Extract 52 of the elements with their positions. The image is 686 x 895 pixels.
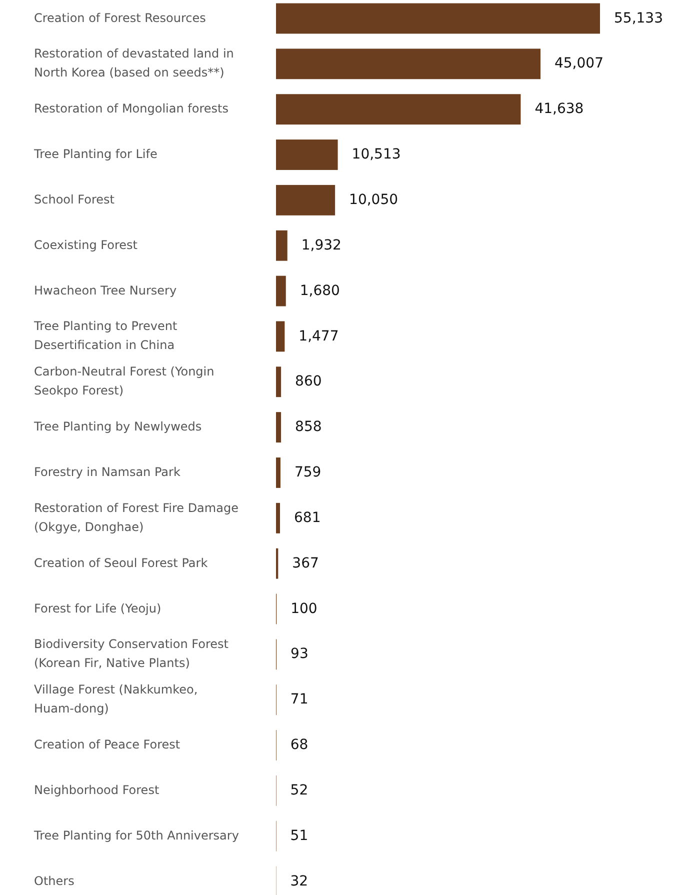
y-tick-label: Restoration of Mongolian forests [34, 102, 228, 116]
y-tick-label: Creation of Peace Forest [34, 738, 180, 752]
y-tick-label: Village Forest (Nakkumkeo, Huam-dong) [34, 682, 198, 716]
y-tick-label: Tree Planting to Prevent Desertification in China [33, 319, 178, 352]
data-label: 759 [294, 464, 322, 481]
bar [276, 457, 280, 488]
data-label: 41,638 [534, 101, 584, 118]
data-label: 858 [295, 419, 322, 436]
y-tick-label: Tree Planting for Life [33, 147, 158, 162]
data-label: 93 [290, 646, 308, 662]
data-label: 367 [292, 555, 319, 572]
y-tick-label: Restoration of devastated land in North Korea (based on seeds**) [34, 46, 234, 80]
y-tick-label: Creation of Seoul Forest Park [34, 556, 208, 570]
bar [276, 184, 336, 216]
data-label: 55,133 [614, 10, 663, 26]
bar [276, 94, 521, 125]
data-label: 1,932 [301, 237, 342, 254]
bar [276, 140, 338, 170]
data-label: 10,513 [352, 146, 401, 163]
y-tick-label: Hwacheon Tree Nursery [34, 283, 177, 298]
y-tick-label: Coexisting Forest [34, 238, 138, 252]
y-tick-label: Tree Planting for 50th Anniversary [33, 828, 239, 842]
data-label: 1,680 [300, 282, 340, 299]
bar [276, 412, 282, 443]
data-label: 1,477 [298, 328, 339, 344]
data-label: 68 [290, 737, 308, 754]
data-label: 52 [290, 782, 308, 798]
bar [276, 276, 286, 306]
data-label: 71 [290, 692, 308, 708]
data-label: 51 [290, 828, 308, 844]
data-label: 100 [290, 600, 318, 617]
y-tick-label: Forestry in Namsan Park [34, 464, 180, 479]
bar [276, 366, 282, 398]
bar [276, 3, 600, 34]
y-tick-label: Restoration of Forest Fire Damage (Okgye, Donghae) [34, 500, 238, 534]
bar [276, 48, 540, 80]
bar [276, 230, 288, 261]
y-tick-label: Neighborhood Forest [34, 782, 160, 797]
y-tick-label: Biodiversity Conservation Forest (Korean Fir, Native Plants) [34, 637, 229, 670]
y-tick-label: School Forest [34, 192, 115, 206]
data-label: 10,050 [349, 192, 398, 208]
data-label: 45,007 [554, 56, 604, 72]
y-tick-label: Creation of Forest Resources [34, 10, 206, 25]
y-tick-label: Forest for Life (Yeoju) [34, 601, 162, 616]
y-tick-label: Others [34, 874, 74, 888]
bar [276, 321, 285, 352]
y-tick-label: Carbon-Neutral Forest (Yongin Seokpo Forest) [34, 364, 214, 398]
y-tick-label: Tree Planting by Newlyweds [33, 420, 202, 434]
bar [276, 502, 280, 534]
data-label: 32 [290, 873, 308, 890]
data-label: 860 [295, 374, 322, 390]
data-label: 681 [294, 510, 321, 526]
